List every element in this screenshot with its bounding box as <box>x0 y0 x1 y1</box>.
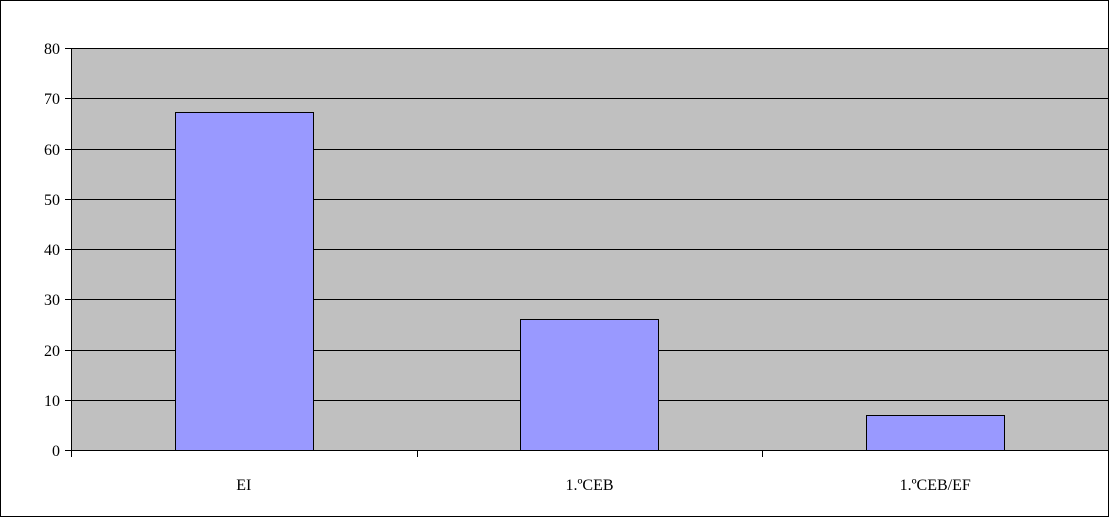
y-tick-label: 60 <box>44 142 60 159</box>
x-axis: EI 1.ºCEB 1.ºCEB/EF <box>71 450 1109 494</box>
bars <box>175 112 1005 451</box>
y-tick-label: 30 <box>44 292 60 309</box>
y-tick-label: 50 <box>44 192 60 209</box>
bar-1 <box>175 112 314 451</box>
bar-3 <box>866 415 1005 451</box>
x-tick-label: EI <box>236 477 251 494</box>
y-tick-label: 20 <box>44 343 60 360</box>
y-tick-label: 10 <box>44 393 60 410</box>
bar-2 <box>520 319 659 451</box>
y-axis: 0 10 20 30 40 50 60 70 80 <box>44 41 72 460</box>
x-tick-label: 1.ºCEB/EF <box>900 477 971 494</box>
y-tick-label: 0 <box>52 443 60 460</box>
y-tick-label: 80 <box>44 41 60 58</box>
y-tick-label: 40 <box>44 242 60 259</box>
x-tick-label: 1.ºCEB <box>565 477 613 494</box>
y-tick-label: 70 <box>44 91 60 108</box>
